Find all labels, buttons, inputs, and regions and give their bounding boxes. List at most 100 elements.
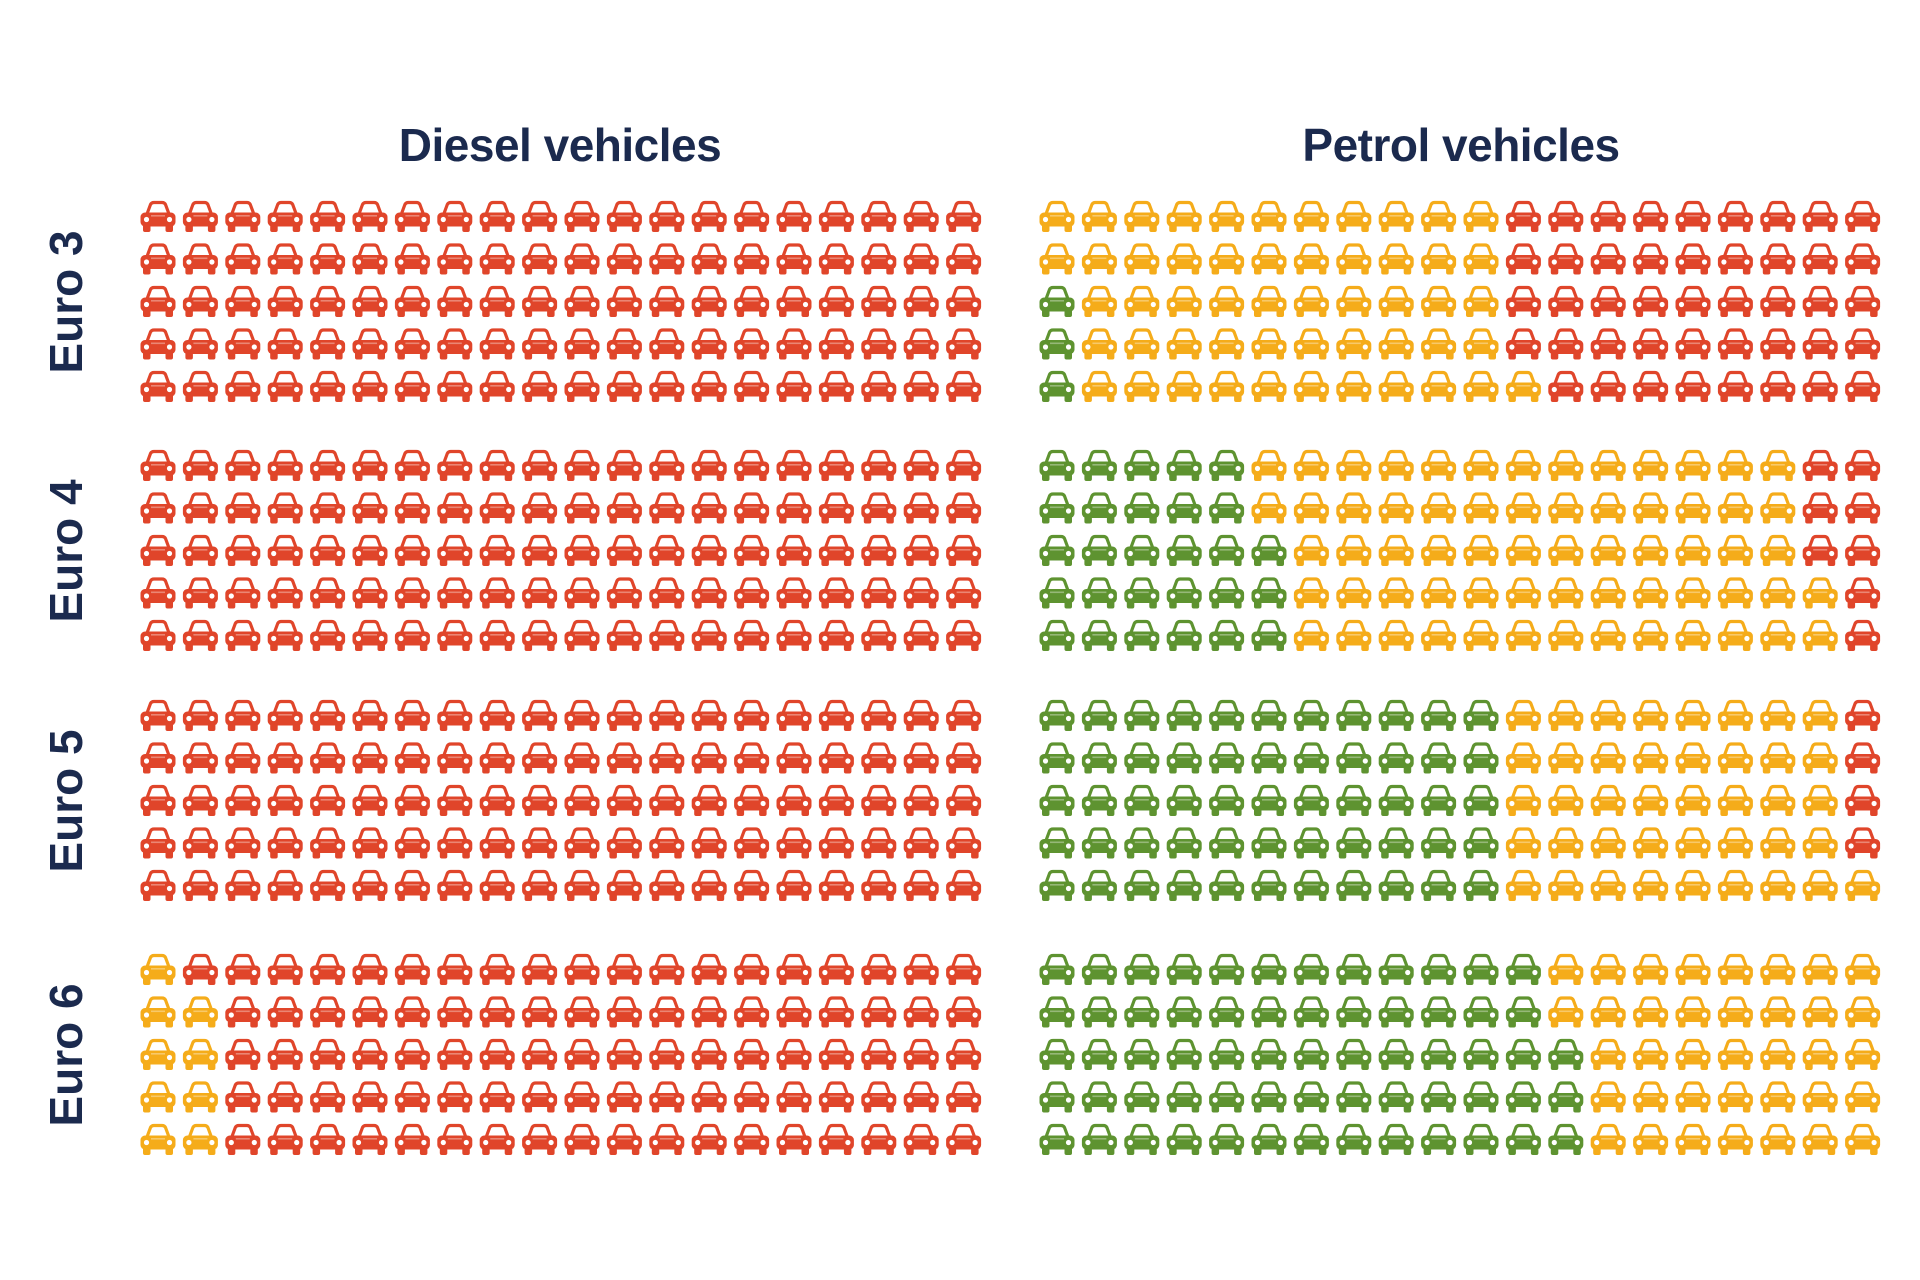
car-icon-red	[562, 619, 602, 653]
car-icon-yellow	[1334, 534, 1373, 568]
car-icon-yellow	[1673, 784, 1713, 818]
car-icon-red	[520, 534, 559, 568]
car-icon-red	[774, 953, 814, 987]
car-icon-green	[1122, 1038, 1161, 1072]
car-icon-red	[902, 619, 941, 653]
car-icon-yellow	[1461, 370, 1501, 404]
car-icon-red	[859, 619, 898, 653]
car-icon-red	[690, 328, 729, 362]
car-icon-yellow	[1758, 449, 1797, 483]
car-icon-red	[859, 370, 898, 404]
car-icon-red	[562, 869, 602, 903]
car-icon-green	[1122, 996, 1161, 1030]
car-icon-red	[859, 243, 898, 277]
car-icon-green	[1377, 742, 1416, 776]
car-icon-red	[774, 619, 814, 653]
car-icon-red	[1843, 449, 1882, 483]
car-icon-green	[1207, 742, 1246, 776]
car-icon-red	[859, 1081, 898, 1115]
car-icon-red	[944, 619, 983, 653]
car-icon-green	[1122, 784, 1161, 818]
car-icon-red	[138, 200, 178, 234]
car-icon-red	[520, 243, 559, 277]
car-icon-yellow	[1589, 996, 1628, 1030]
car-icon-yellow	[1207, 243, 1246, 277]
car-icon-green	[1080, 996, 1119, 1030]
car-icon-red	[308, 328, 347, 362]
car-icon-green	[1377, 1081, 1416, 1115]
car-icon-green	[1249, 827, 1289, 861]
car-icon-red	[902, 784, 941, 818]
car-icon-red	[690, 742, 729, 776]
car-icon-green	[1165, 1081, 1204, 1115]
car-icon-red	[478, 1038, 517, 1072]
car-icon-red	[817, 243, 856, 277]
car-icon-red	[1843, 328, 1882, 362]
car-icon-red	[393, 742, 432, 776]
car-icon-yellow	[1801, 996, 1840, 1030]
car-icon-yellow	[1716, 869, 1755, 903]
car-icon-red	[944, 699, 983, 733]
car-icon-red	[435, 619, 474, 653]
car-icon-yellow	[1461, 619, 1501, 653]
car-icon-red	[732, 577, 771, 611]
car-icon-red	[817, 996, 856, 1030]
car-icon-yellow	[1461, 200, 1501, 234]
car-icon-green	[1165, 1123, 1204, 1157]
car-icon-green	[1037, 699, 1077, 733]
car-icon-yellow	[1419, 492, 1458, 526]
car-icon-red	[690, 953, 729, 987]
car-icon-yellow	[1631, 869, 1670, 903]
car-icon-yellow	[1716, 534, 1755, 568]
car-icon-green	[1165, 699, 1204, 733]
car-icon-yellow	[1377, 619, 1416, 653]
car-icon-green	[1037, 534, 1077, 568]
car-icon-yellow	[1504, 869, 1543, 903]
car-icon-yellow	[1673, 996, 1713, 1030]
car-icon-yellow	[1758, 619, 1797, 653]
car-icon-red	[1631, 200, 1670, 234]
car-icon-yellow	[1673, 1038, 1713, 1072]
car-icon-red	[562, 784, 602, 818]
car-icon-red	[859, 328, 898, 362]
block-petrol-euro-5	[1037, 699, 1882, 903]
car-icon-red	[774, 577, 814, 611]
car-icon-green	[1122, 699, 1161, 733]
car-icon-yellow	[1716, 577, 1755, 611]
car-icon-red	[1716, 200, 1755, 234]
car-icon-yellow	[1801, 1038, 1840, 1072]
car-icon-green	[1080, 449, 1119, 483]
car-icon-red	[1801, 243, 1840, 277]
row-label-euro-5: Euro 5	[40, 729, 92, 873]
car-icon-yellow	[1758, 784, 1797, 818]
car-icon-red	[902, 1038, 941, 1072]
car-icon-red	[1673, 243, 1713, 277]
car-icon-red	[1546, 200, 1585, 234]
car-icon-red	[690, 492, 729, 526]
car-icon-red	[393, 285, 432, 319]
car-icon-yellow	[1122, 328, 1161, 362]
car-icon-red	[647, 742, 686, 776]
car-icon-red	[223, 285, 262, 319]
car-icon-red	[478, 200, 517, 234]
car-icon-red	[1843, 784, 1882, 818]
car-icon-green	[1377, 827, 1416, 861]
car-icon-red	[902, 1081, 941, 1115]
car-icon-red	[1801, 285, 1840, 319]
car-icon-red	[902, 492, 941, 526]
car-icon-red	[690, 1081, 729, 1115]
car-icon-yellow	[1165, 285, 1204, 319]
car-icon-green	[1377, 869, 1416, 903]
car-icon-yellow	[1801, 742, 1840, 776]
car-icon-red	[817, 699, 856, 733]
car-icon-green	[1080, 784, 1119, 818]
car-icon-red	[647, 449, 686, 483]
car-icon-green	[1334, 699, 1373, 733]
car-icon-yellow	[1419, 328, 1458, 362]
car-icon-red	[690, 200, 729, 234]
car-icon-red	[520, 953, 559, 987]
car-icon-yellow	[1080, 285, 1119, 319]
car-icon-red	[605, 784, 644, 818]
car-icon-red	[308, 699, 347, 733]
car-icon-red	[774, 534, 814, 568]
